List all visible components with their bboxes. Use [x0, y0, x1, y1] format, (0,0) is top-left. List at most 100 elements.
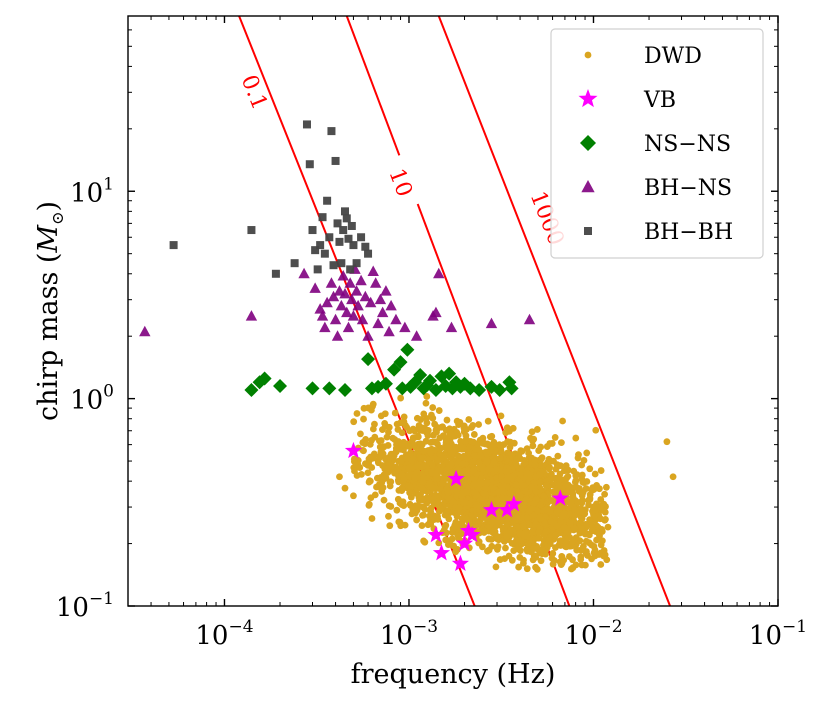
- y-axis-label-text: chirp mass (: [33, 253, 64, 421]
- data-points: [139, 120, 677, 573]
- dwd-point: [531, 461, 539, 469]
- dwd-point: [454, 546, 461, 553]
- contour-label-gap: [380, 154, 421, 212]
- dwd-point: [488, 536, 495, 543]
- dwd-point: [477, 451, 484, 459]
- dwd-point: [669, 473, 677, 481]
- dwd-point: [558, 439, 565, 447]
- dwd-point: [549, 560, 557, 568]
- dwd-point: [499, 494, 507, 502]
- bh-bh-point: [320, 249, 329, 258]
- bh-ns-point: [374, 293, 387, 305]
- dwd-point: [360, 438, 368, 446]
- bh-ns-point: [139, 325, 151, 337]
- dwd-point: [406, 489, 414, 497]
- dwd-point: [530, 435, 538, 443]
- y-tick-label: 100: [70, 382, 114, 416]
- dwd-point: [545, 465, 553, 473]
- bh-ns-point: [369, 277, 382, 288]
- dwd-point: [577, 508, 585, 516]
- ns-ns-point: [463, 381, 478, 396]
- dwd-point: [432, 491, 439, 499]
- dwd-point: [553, 508, 561, 516]
- bh-ns-point: [344, 277, 356, 288]
- dwd-point: [351, 467, 358, 475]
- dwd-point: [359, 446, 367, 454]
- dwd-point: [503, 520, 511, 528]
- bh-ns-point: [362, 330, 374, 341]
- dwd-point: [379, 450, 387, 458]
- dwd-point: [506, 528, 514, 536]
- ns-ns-point: [337, 383, 352, 398]
- dwd-point: [574, 454, 582, 462]
- dwd-point: [455, 504, 463, 512]
- dwd-point: [353, 410, 361, 417]
- bh-ns-point: [380, 285, 392, 296]
- dwd-point: [570, 467, 578, 475]
- dwd-point: [377, 437, 385, 444]
- bh-bh-point: [247, 226, 256, 235]
- dwd-point: [464, 477, 472, 485]
- ns-ns-point: [400, 342, 415, 357]
- dwd-point: [442, 439, 450, 446]
- vb-point: [505, 495, 523, 512]
- dwd-point: [400, 413, 408, 421]
- dwd-point: [420, 474, 428, 482]
- ns-ns-point: [305, 381, 320, 396]
- dwd-point: [535, 528, 543, 536]
- dwd-point: [428, 469, 436, 477]
- dwd-point: [398, 429, 406, 437]
- x-tick-label: 10−2: [564, 617, 622, 651]
- dwd-point: [441, 471, 449, 479]
- bh-ns-point: [430, 306, 442, 318]
- contour-label-gap: [233, 63, 276, 121]
- dwd-point: [470, 431, 478, 438]
- dwd-point: [459, 460, 467, 468]
- dwd-point: [522, 496, 529, 504]
- dwd-point: [538, 546, 546, 553]
- legend: DWD VB NS−NS BH−NS BH−BH: [550, 28, 764, 259]
- dwd-point: [478, 513, 486, 521]
- dwd-point: [500, 441, 508, 448]
- dwd-point: [488, 432, 496, 440]
- legend-box: [550, 28, 764, 259]
- dwd-point: [398, 501, 406, 508]
- dwd-point: [560, 523, 568, 531]
- dwd-point: [427, 449, 435, 457]
- bh-ns-point: [399, 321, 411, 333]
- dwd-point: [529, 442, 537, 450]
- dwd-point: [530, 500, 538, 507]
- dwd-point: [476, 502, 483, 510]
- dwd-point: [556, 475, 564, 483]
- dwd-point: [513, 523, 521, 531]
- bh-bh-point: [340, 207, 349, 216]
- bh-ns-point: [383, 325, 395, 337]
- ns-ns-point: [273, 379, 288, 394]
- dwd-point: [536, 501, 544, 509]
- dwd-point: [435, 407, 443, 414]
- dwd-point: [474, 440, 481, 448]
- dwd-point: [578, 471, 586, 479]
- dwd-point: [457, 437, 465, 445]
- dwd-point: [388, 463, 396, 471]
- ns-ns-point: [472, 383, 487, 398]
- dwd-point: [493, 496, 501, 504]
- y-tick-label: 10−1: [56, 589, 114, 623]
- dwd-point: [368, 515, 376, 522]
- y-axis-label: chirp mass (M⊙): [33, 201, 67, 421]
- bh-ns-point: [309, 282, 321, 293]
- dwd-point: [588, 541, 596, 549]
- dwd-point: [578, 561, 586, 569]
- bh-ns-point: [359, 290, 372, 302]
- dwd-point: [455, 520, 463, 528]
- dwd-point: [520, 556, 527, 564]
- dwd-point: [547, 475, 555, 483]
- bh-bh-point: [347, 221, 356, 230]
- bh-bh-point: [361, 242, 370, 251]
- vb-point: [344, 441, 362, 459]
- dwd-point: [350, 418, 358, 426]
- dwd-point: [357, 430, 364, 438]
- y-axis-label-close: ): [33, 201, 64, 212]
- bh-ns-point: [335, 299, 348, 311]
